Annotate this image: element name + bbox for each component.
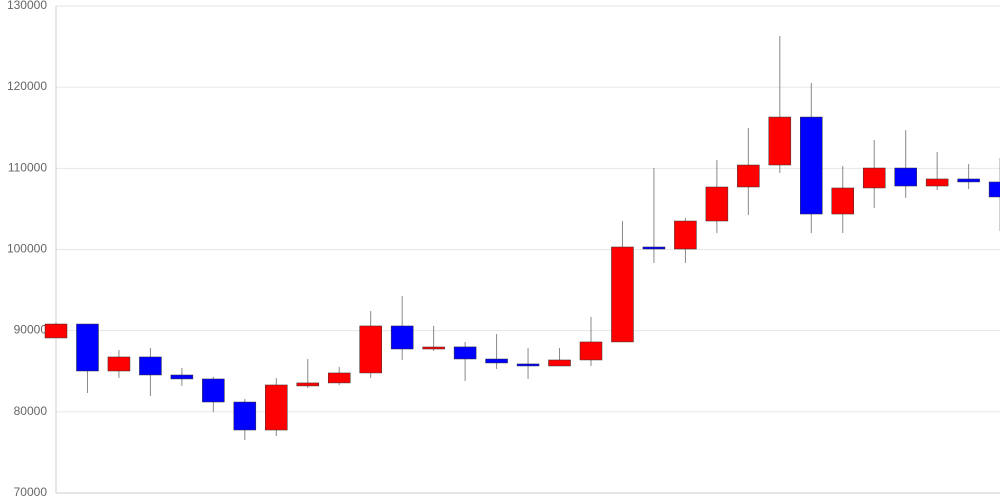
candle-body [988,181,1000,198]
candle-body [768,116,792,166]
candle-body [579,341,603,361]
candle-body [737,164,760,188]
candle-body [548,359,571,367]
y-tick-label: 120000 [7,79,47,93]
candle-body [327,372,351,384]
candle-body [359,325,382,374]
candle-body [202,378,225,403]
candle-body [611,246,634,343]
y-tick-label: 110000 [8,160,47,174]
candle-body [894,167,917,187]
y-tick-label: 90000 [14,323,48,337]
candle-body [831,187,854,215]
candle-body [800,116,823,215]
candle-body [265,384,288,431]
candle-body [76,323,99,372]
y-tick-label: 130000 [7,0,47,12]
candle-body [390,325,414,350]
y-tick-label: 100000 [7,242,47,256]
candle-body [296,382,320,387]
y-tick-label: 70000 [14,485,48,499]
candle-body [705,186,729,222]
candle-body [44,323,68,339]
candle-body [139,356,162,376]
candle-body [925,178,949,187]
candle-body [107,356,131,372]
candle-body [453,346,477,360]
candle-body [957,178,980,183]
candle-body [516,363,540,367]
candle-body [862,167,886,189]
candle-body [674,220,697,250]
y-tick-label: 80000 [14,404,48,418]
candle-body [233,401,257,431]
candle-body [642,246,666,250]
candle-body [170,374,194,380]
candle-body [485,358,508,364]
candle-body [422,346,445,350]
